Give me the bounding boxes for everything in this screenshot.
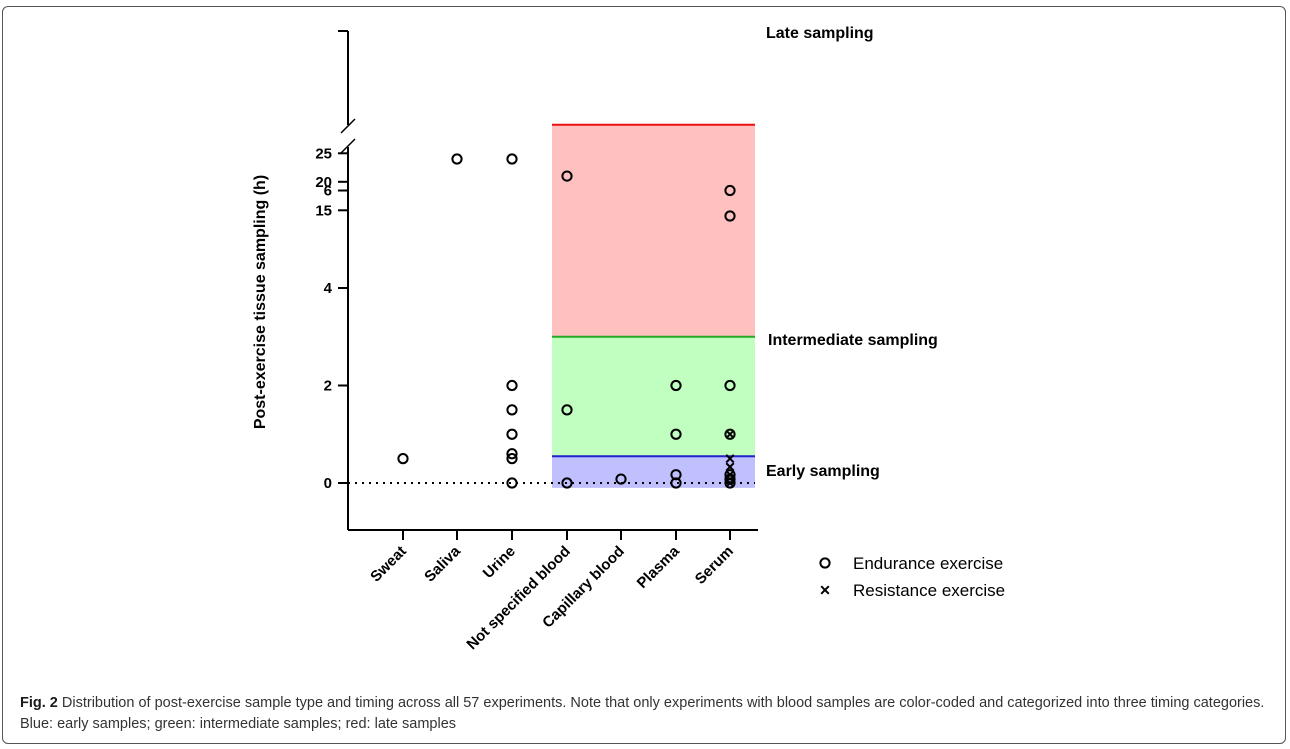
endurance-point	[561, 404, 573, 416]
band-2	[552, 456, 755, 488]
y-tick-label-15: 15	[315, 202, 332, 219]
endurance-point	[506, 428, 518, 440]
resistance-point	[725, 462, 735, 472]
endurance-point	[451, 153, 463, 165]
endurance-point	[724, 184, 736, 197]
endurance-point	[506, 379, 518, 392]
endurance-point	[670, 428, 682, 440]
band-label-0: Late sampling	[766, 25, 874, 42]
y-tick-label-0: 0	[324, 475, 332, 492]
endurance-point	[506, 404, 518, 416]
endurance-point	[724, 428, 736, 440]
x-tick-label: Plasma	[634, 542, 684, 592]
legend-label: Endurance exercise	[853, 554, 1003, 573]
legend-marker	[820, 585, 830, 595]
x-tick-label: Saliva	[421, 542, 464, 585]
endurance-point	[724, 210, 736, 222]
endurance-point	[506, 453, 518, 465]
resistance-point	[725, 429, 735, 439]
x-tick-label: Not specified blood	[463, 543, 573, 653]
axis-break-lower	[340, 138, 356, 154]
resistance-point	[725, 478, 735, 488]
endurance-point	[506, 153, 518, 165]
endurance-point	[397, 453, 409, 465]
x-tick-label: Urine	[480, 543, 519, 582]
figure-caption: Fig. 2 Distribution of post-exercise sam…	[20, 693, 1270, 735]
endurance-point	[670, 477, 682, 489]
band-label-1: Intermediate sampling	[768, 332, 938, 349]
legend-item-1: Resistance exercise	[820, 581, 1005, 600]
y-tick-label-2: 2	[324, 378, 332, 395]
endurance-point	[615, 473, 627, 485]
endurance-point	[724, 477, 736, 489]
endurance-point	[561, 477, 573, 489]
endurance-point	[724, 379, 736, 392]
band-labels: Late sampling Intermediate sampling Early …	[766, 25, 938, 480]
figure-frame	[2, 6, 1286, 744]
legend-marker	[819, 557, 831, 569]
endurance-point	[561, 170, 573, 182]
band-label-2: Early sampling	[766, 463, 880, 480]
y-ticks: 0 2 4 6 15 20 25	[315, 145, 348, 492]
y-tick-label-6: 6	[324, 183, 332, 200]
endurance-point	[506, 477, 518, 489]
data-points	[397, 153, 736, 489]
resistance-point	[725, 454, 735, 464]
band-0	[552, 124, 755, 337]
y-tick-label-20: 20	[315, 174, 332, 191]
x-tick-label: Serum	[692, 543, 737, 588]
axis-break-upper	[340, 118, 356, 134]
legend: Endurance exercise Resistance exercise	[819, 554, 1005, 600]
resistance-point	[725, 470, 735, 480]
caption-label: Fig. 2	[20, 695, 58, 711]
band-1	[552, 336, 755, 457]
legend-item-0: Endurance exercise	[819, 554, 1003, 573]
sampling-bands	[552, 123, 755, 488]
y-tick-label-4: 4	[324, 280, 333, 297]
endurance-point	[670, 379, 682, 392]
x-tick-label: Sweat	[367, 543, 410, 586]
y-tick-label-25: 25	[315, 145, 332, 162]
endurance-point	[506, 448, 518, 460]
legend-label: Resistance exercise	[853, 581, 1005, 600]
caption-text: Distribution of post-exercise sample typ…	[20, 695, 1265, 732]
y-axis-title: Post-exercise tissue sampling (h)	[252, 175, 269, 429]
